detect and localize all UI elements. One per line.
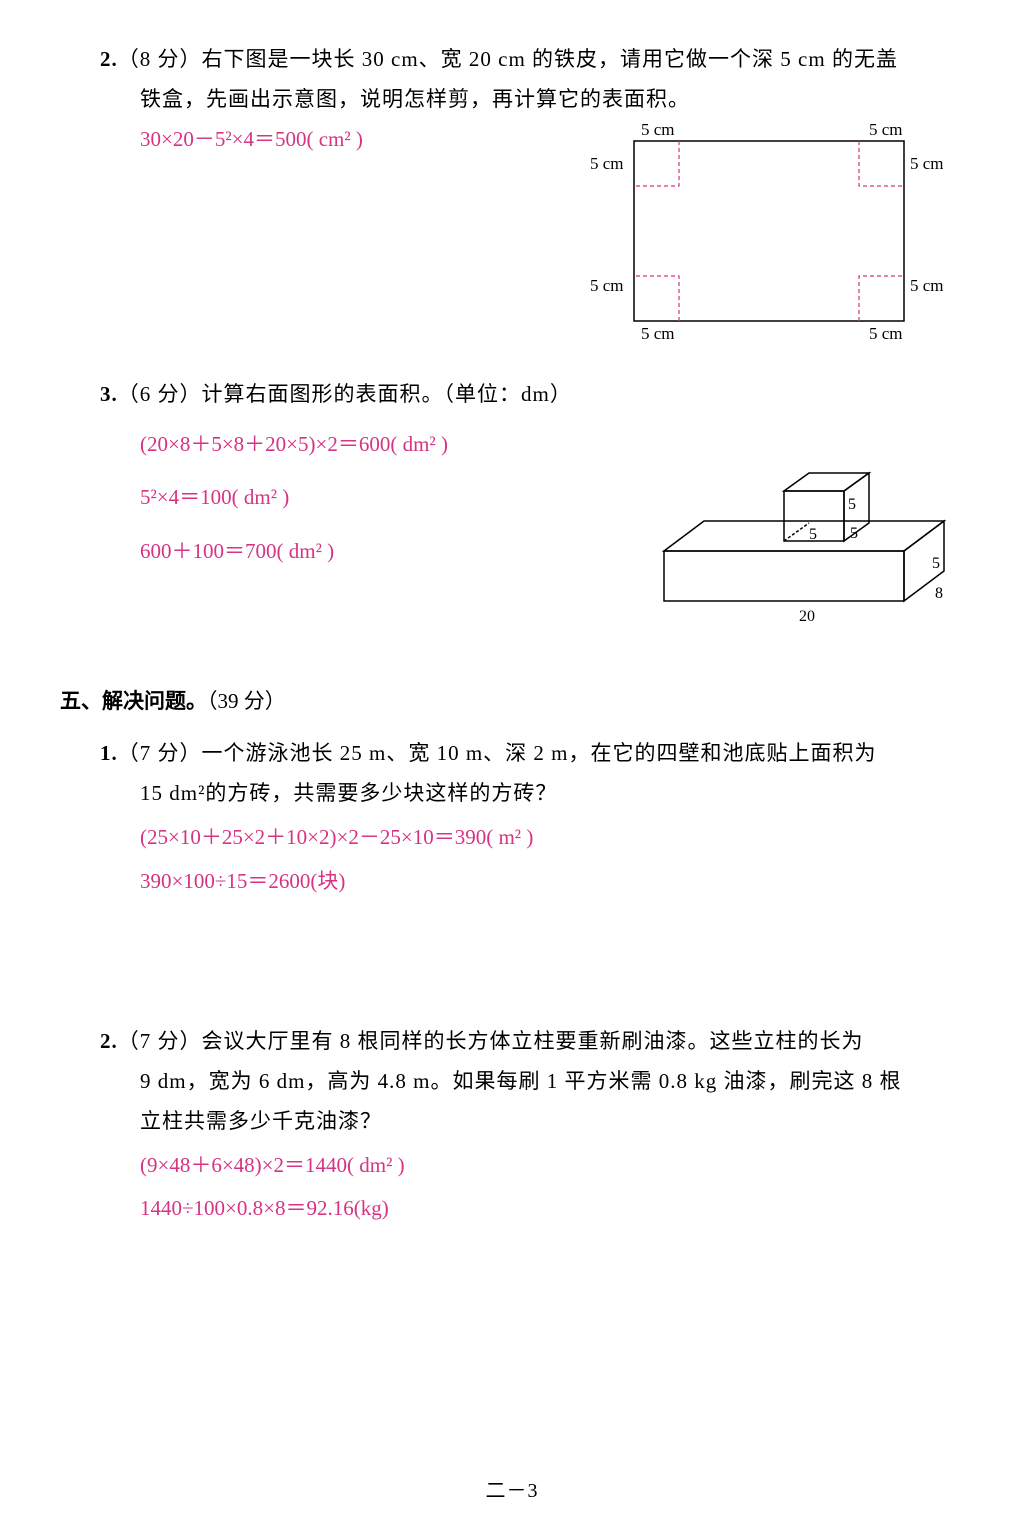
svg-text:5 cm: 5 cm	[641, 324, 675, 343]
p3-diagram: 5 5 5 5 8 20	[634, 415, 964, 645]
svg-text:5 cm: 5 cm	[869, 324, 903, 343]
q2-text1: 会议大厅里有 8 根同样的长方体立柱要重新刷油漆。这些立柱的长为	[202, 1029, 864, 1053]
p2-text2: 铁盒，先画出示意图，说明怎样剪，再计算它的表面积。	[100, 80, 964, 120]
s5-points: （39 分）	[207, 689, 286, 713]
q2-answer2: 1440÷100×0.8×8＝92.16(kg)	[100, 1189, 964, 1229]
p3-number: 3.	[100, 382, 118, 406]
p2-answers: 30×20－5²×4＝500( cm² )	[100, 120, 584, 160]
q2-text: 2.（7 分）会议大厅里有 8 根同样的长方体立柱要重新刷油漆。这些立柱的长为	[100, 1022, 964, 1062]
p3-answer2: 5²×4＝100( dm² )	[140, 478, 634, 518]
p3-text1: 计算右面图形的表面积。（单位：dm）	[202, 382, 572, 406]
svg-text:5: 5	[850, 525, 858, 542]
q2-text3: 立柱共需多少千克油漆？	[100, 1102, 964, 1142]
p3-body: (20×8＋5×8＋20×5)×2＝600( dm² ) 5²×4＝100( d…	[100, 415, 964, 645]
q1-text2: 15 dm²的方砖，共需要多少块这样的方砖？	[100, 774, 964, 814]
q1-answer2: 390×100÷15＝2600(块)	[100, 862, 964, 902]
svg-text:5 cm: 5 cm	[590, 276, 624, 295]
q1-text: 1.（7 分）一个游泳池长 25 m、宽 10 m、深 2 m，在它的四壁和池底…	[100, 734, 964, 774]
p2-answer1: 30×20－5²×4＝500( cm² )	[140, 120, 584, 160]
problem-3-text: 3.（6 分）计算右面图形的表面积。（单位：dm）	[100, 375, 964, 415]
q1-points: （7 分）	[118, 741, 202, 765]
svg-text:5: 5	[932, 555, 940, 572]
svg-text:5 cm: 5 cm	[641, 121, 675, 139]
p2-text1: 右下图是一块长 30 cm、宽 20 cm 的铁皮，请用它做一个深 5 cm 的…	[202, 47, 898, 71]
p2-body: 30×20－5²×4＝500( cm² ) 5 cm 5 cm 5 cm	[100, 120, 964, 359]
svg-text:20: 20	[799, 608, 815, 625]
p3-answer1: (20×8＋5×8＋20×5)×2＝600( dm² )	[140, 425, 634, 465]
p2-points: （8 分）	[118, 47, 202, 71]
problem-2-text: 2.（8 分）右下图是一块长 30 cm、宽 20 cm 的铁皮，请用它做一个深…	[100, 40, 964, 80]
problem-2: 2.（8 分）右下图是一块长 30 cm、宽 20 cm 的铁皮，请用它做一个深…	[60, 40, 964, 359]
svg-text:5 cm: 5 cm	[590, 154, 624, 173]
p3-answers: (20×8＋5×8＋20×5)×2＝600( dm² ) 5²×4＝100( d…	[100, 415, 634, 573]
q1-answer1: (25×10＋25×2＋10×2)×2－25×10＝390( m² )	[100, 818, 964, 858]
q1-number: 1.	[100, 741, 118, 765]
svg-text:5 cm: 5 cm	[910, 154, 944, 173]
p3-points: （6 分）	[118, 382, 202, 406]
p2-number: 2.	[100, 47, 118, 71]
q2-text2: 9 dm，宽为 6 dm，高为 4.8 m。如果每刷 1 平方米需 0.8 kg…	[100, 1062, 964, 1102]
q2-answer1: (9×48＋6×48)×2＝1440( dm² )	[100, 1146, 964, 1186]
section-5-title: 五、解决问题。（39 分）	[60, 682, 964, 722]
p3-answer3: 600＋100＝700( dm² )	[140, 532, 634, 572]
svg-text:5 cm: 5 cm	[869, 121, 903, 139]
q2-points: （7 分）	[118, 1029, 202, 1053]
svg-text:5: 5	[809, 526, 817, 543]
question-1: 1.（7 分）一个游泳池长 25 m、宽 10 m、深 2 m，在它的四壁和池底…	[60, 734, 964, 902]
q2-number: 2.	[100, 1029, 118, 1053]
svg-text:5: 5	[848, 496, 856, 513]
q1-text1: 一个游泳池长 25 m、宽 10 m、深 2 m，在它的四壁和池底贴上面积为	[202, 741, 877, 765]
question-2: 2.（7 分）会议大厅里有 8 根同样的长方体立柱要重新刷油漆。这些立柱的长为 …	[60, 1022, 964, 1229]
svg-text:8: 8	[935, 585, 943, 602]
p2-diagram: 5 cm 5 cm 5 cm 5 cm 5 cm 5 cm 5 cm 5 cm	[584, 120, 964, 359]
s5-title: 五、解决问题。	[60, 689, 207, 713]
problem-3: 3.（6 分）计算右面图形的表面积。（单位：dm） (20×8＋5×8＋20×5…	[60, 375, 964, 645]
svg-text:5 cm: 5 cm	[910, 276, 944, 295]
page-footer: 二－3	[0, 1472, 1024, 1510]
